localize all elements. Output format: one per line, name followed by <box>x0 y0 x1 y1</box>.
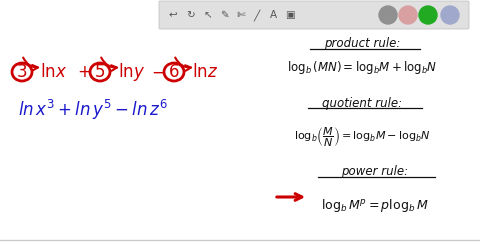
Circle shape <box>441 6 459 24</box>
Text: $\mathdefault{ln}x$: $\mathdefault{ln}x$ <box>40 63 67 81</box>
Text: ↩: ↩ <box>168 10 178 20</box>
Text: quotient rule:: quotient rule: <box>322 96 402 110</box>
Text: ╱: ╱ <box>254 9 260 21</box>
Text: ✄: ✄ <box>237 10 245 20</box>
Text: $5$: $5$ <box>95 63 106 81</box>
Circle shape <box>379 6 397 24</box>
Text: $\mathdefault{ln}y$: $\mathdefault{ln}y$ <box>118 61 145 83</box>
Text: $\log_b(MN)=\log_b\!M+\log_b\!N$: $\log_b(MN)=\log_b\!M+\log_b\!N$ <box>287 60 437 77</box>
Text: $+$: $+$ <box>77 63 91 81</box>
Text: product rule:: product rule: <box>324 38 400 51</box>
Text: ▣: ▣ <box>285 10 295 20</box>
FancyBboxPatch shape <box>159 1 469 29</box>
Circle shape <box>419 6 437 24</box>
Text: $\mathdefault{ln}z$: $\mathdefault{ln}z$ <box>192 63 218 81</box>
Circle shape <box>399 6 417 24</box>
Text: ↻: ↻ <box>187 10 195 20</box>
Text: $\log_b M^p=p\log_b M$: $\log_b M^p=p\log_b M$ <box>321 196 429 214</box>
Text: $-$: $-$ <box>151 63 165 81</box>
Text: $\log_b\!\left(\dfrac{M}{N}\right)=\log_b\!M-\log_b\!N$: $\log_b\!\left(\dfrac{M}{N}\right)=\log_… <box>294 125 431 149</box>
Text: power rule:: power rule: <box>341 165 408 179</box>
Text: $\mathit{ln}\,x^3 + \mathit{ln}\,y^5 - \mathit{ln}\,z^6$: $\mathit{ln}\,x^3 + \mathit{ln}\,y^5 - \… <box>18 98 168 122</box>
Text: ↖: ↖ <box>204 10 212 20</box>
Text: $3$: $3$ <box>16 63 28 81</box>
Text: $6$: $6$ <box>168 63 180 81</box>
Text: A: A <box>269 10 276 20</box>
Text: ✎: ✎ <box>220 10 228 20</box>
